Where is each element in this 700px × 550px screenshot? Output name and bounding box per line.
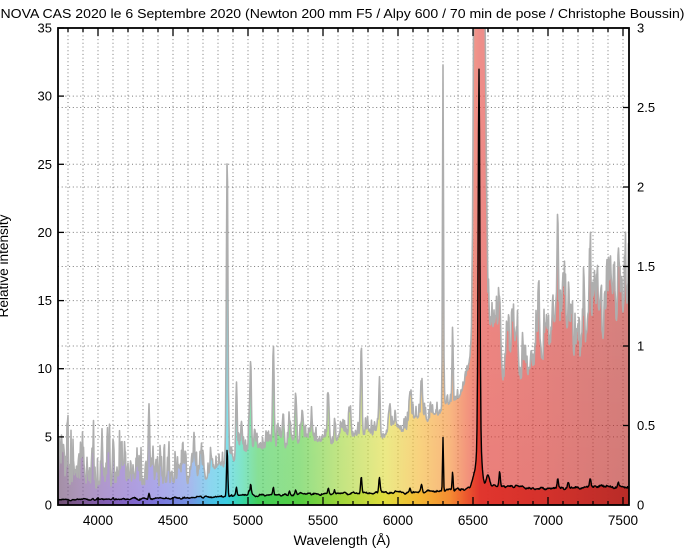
svg-text:Wavelength (Å): Wavelength (Å) <box>294 533 391 548</box>
svg-text:7500: 7500 <box>608 513 639 528</box>
svg-text:NOVA CAS 2020 le 6 Septembre 2: NOVA CAS 2020 le 6 Septembre 2020 (Newto… <box>1 6 685 21</box>
svg-text:4500: 4500 <box>158 513 189 528</box>
svg-text:6000: 6000 <box>383 513 414 528</box>
svg-text:5: 5 <box>45 429 52 444</box>
svg-text:2.5: 2.5 <box>637 100 655 115</box>
svg-text:35: 35 <box>38 21 52 36</box>
svg-text:10: 10 <box>38 361 52 376</box>
svg-text:4000: 4000 <box>83 513 114 528</box>
svg-text:2: 2 <box>637 180 644 195</box>
svg-text:0: 0 <box>45 498 52 513</box>
svg-text:1: 1 <box>637 339 644 354</box>
svg-text:0.5: 0.5 <box>637 418 655 433</box>
svg-text:0: 0 <box>637 498 644 513</box>
svg-text:15: 15 <box>38 293 52 308</box>
svg-text:30: 30 <box>38 89 52 104</box>
svg-text:6500: 6500 <box>458 513 489 528</box>
svg-text:3: 3 <box>637 21 644 36</box>
svg-text:1.5: 1.5 <box>637 259 655 274</box>
svg-text:25: 25 <box>38 157 52 172</box>
svg-text:20: 20 <box>38 225 52 240</box>
svg-text:7000: 7000 <box>533 513 564 528</box>
svg-text:Relative intensity: Relative intensity <box>0 214 11 317</box>
svg-text:5500: 5500 <box>308 513 339 528</box>
svg-text:5000: 5000 <box>233 513 264 528</box>
